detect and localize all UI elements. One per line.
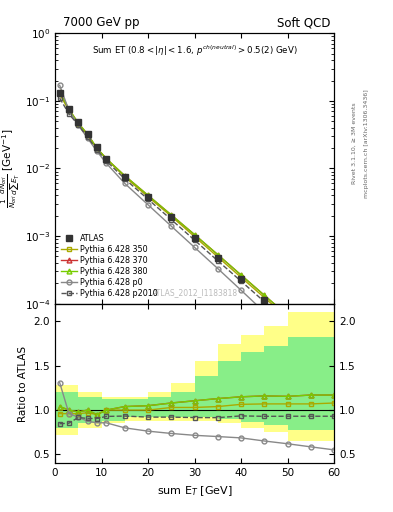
X-axis label: sum E$_T$ [GeV]: sum E$_T$ [GeV]	[157, 484, 232, 498]
Text: Soft QCD: Soft QCD	[277, 16, 330, 29]
Text: Rivet 3.1.10, ≥ 3M events: Rivet 3.1.10, ≥ 3M events	[352, 102, 357, 184]
Text: 7000 GeV pp: 7000 GeV pp	[63, 16, 140, 29]
Y-axis label: Ratio to ATLAS: Ratio to ATLAS	[18, 346, 28, 421]
Text: ATLAS_2012_I1183818: ATLAS_2012_I1183818	[151, 288, 238, 297]
Legend: ATLAS, Pythia 6.428 350, Pythia 6.428 370, Pythia 6.428 380, Pythia 6.428 p0, Py: ATLAS, Pythia 6.428 350, Pythia 6.428 37…	[59, 232, 159, 300]
Text: Sum ET $(0.8 < |\eta| < 1.6,\,p^{ch(neutral)} > 0.5(2)$ GeV$)$: Sum ET $(0.8 < |\eta| < 1.6,\,p^{ch(neut…	[92, 44, 298, 58]
Text: mcplots.cern.ch [arXiv:1306.3436]: mcplots.cern.ch [arXiv:1306.3436]	[364, 89, 369, 198]
Text: $\frac{1}{N_{ori}}\frac{dN_{ori}}{d\sum E_T}$ [GeV$^{-1}$]: $\frac{1}{N_{ori}}\frac{dN_{ori}}{d\sum …	[0, 129, 22, 208]
